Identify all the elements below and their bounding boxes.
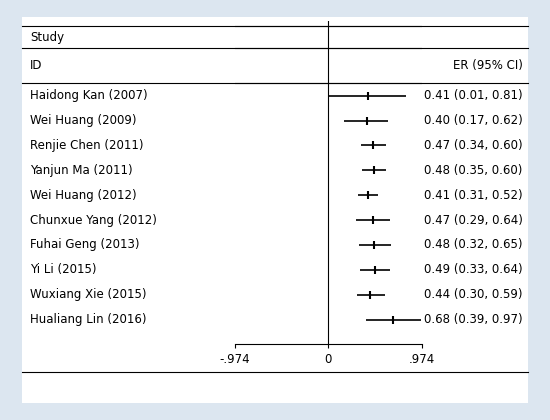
Text: Wuxiang Xie (2015): Wuxiang Xie (2015) — [30, 288, 147, 301]
Text: Wei Huang (2009): Wei Huang (2009) — [30, 114, 137, 127]
Text: 0.47 (0.34, 0.60): 0.47 (0.34, 0.60) — [424, 139, 522, 152]
Text: 0.68 (0.39, 0.97): 0.68 (0.39, 0.97) — [424, 313, 522, 326]
Text: Yi Li (2015): Yi Li (2015) — [30, 263, 97, 276]
Text: 0.47 (0.29, 0.64): 0.47 (0.29, 0.64) — [424, 213, 522, 226]
Text: Study: Study — [30, 31, 64, 44]
Text: 0.41 (0.01, 0.81): 0.41 (0.01, 0.81) — [424, 89, 522, 102]
Text: 0.48 (0.35, 0.60): 0.48 (0.35, 0.60) — [424, 164, 522, 177]
Text: Chunxue Yang (2012): Chunxue Yang (2012) — [30, 213, 157, 226]
Text: Hualiang Lin (2016): Hualiang Lin (2016) — [30, 313, 147, 326]
Text: ER (95% CI): ER (95% CI) — [453, 59, 522, 72]
Text: ID: ID — [30, 59, 43, 72]
Text: 0.49 (0.33, 0.64): 0.49 (0.33, 0.64) — [424, 263, 522, 276]
Text: Wei Huang (2012): Wei Huang (2012) — [30, 189, 137, 202]
Text: 0.48 (0.32, 0.65): 0.48 (0.32, 0.65) — [424, 239, 522, 252]
Text: Haidong Kan (2007): Haidong Kan (2007) — [30, 89, 148, 102]
Text: Yanjun Ma (2011): Yanjun Ma (2011) — [30, 164, 133, 177]
Text: 0.41 (0.31, 0.52): 0.41 (0.31, 0.52) — [424, 189, 522, 202]
Text: Fuhai Geng (2013): Fuhai Geng (2013) — [30, 239, 140, 252]
Text: Renjie Chen (2011): Renjie Chen (2011) — [30, 139, 144, 152]
Text: 0.40 (0.17, 0.62): 0.40 (0.17, 0.62) — [424, 114, 522, 127]
Text: 0.44 (0.30, 0.59): 0.44 (0.30, 0.59) — [424, 288, 522, 301]
